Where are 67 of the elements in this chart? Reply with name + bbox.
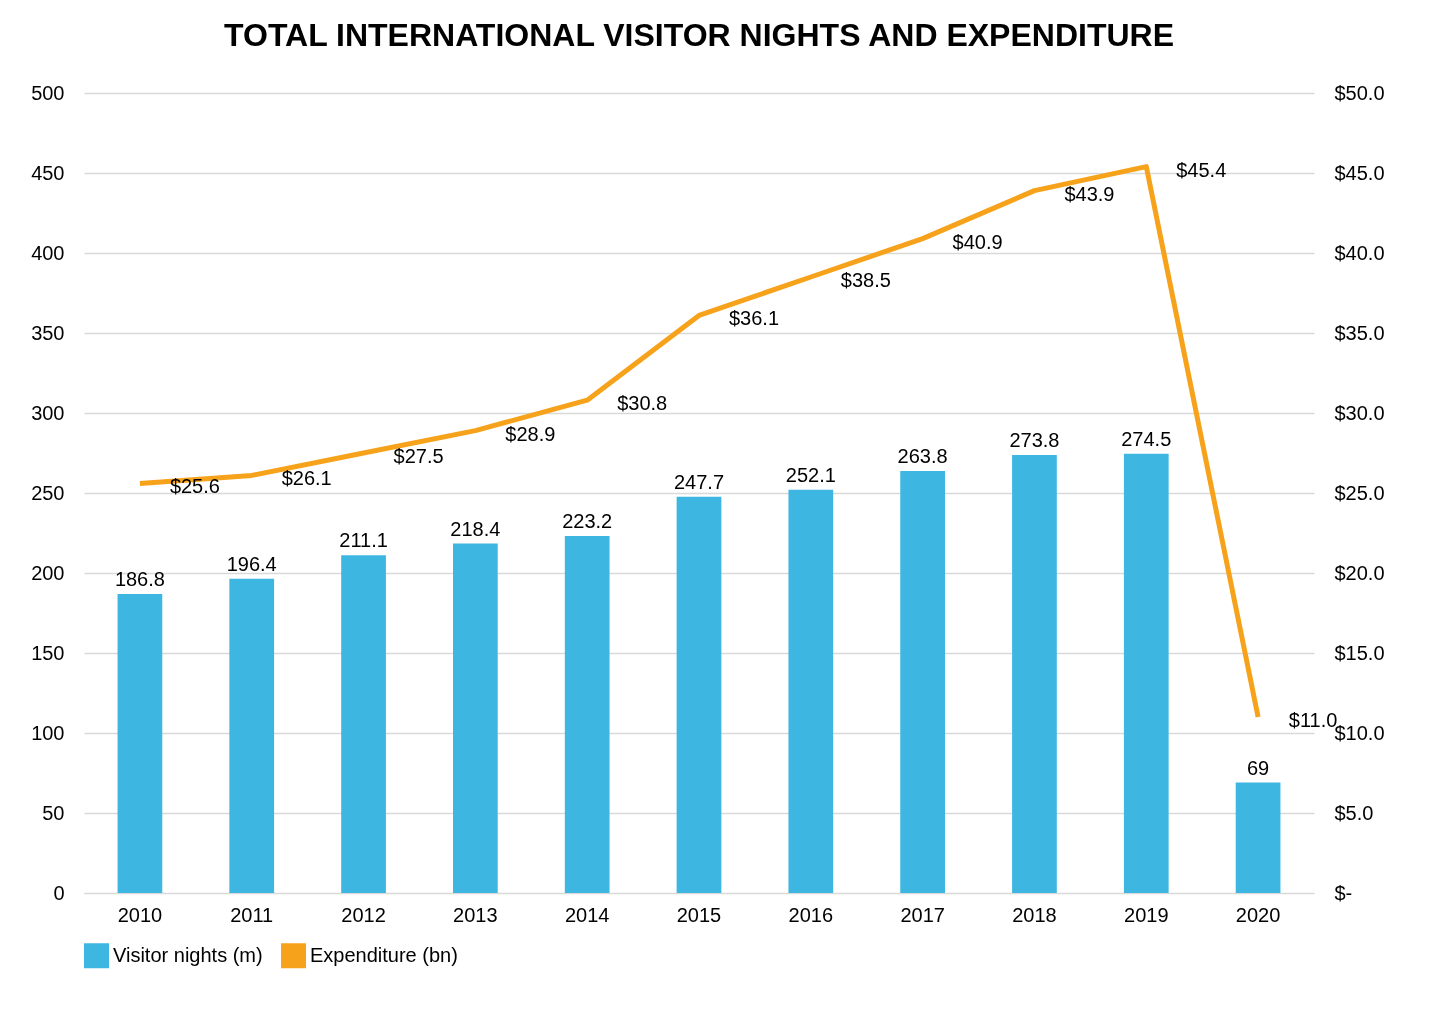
x-tick-label: 2020	[1235, 903, 1281, 926]
y2-tick-label: $25.0	[1334, 481, 1385, 504]
x-tick-label: 2010	[117, 903, 163, 926]
data-label: $26.1	[281, 467, 332, 490]
y-tick-label: 250	[31, 481, 65, 504]
y2-tick-label: $45.0	[1334, 161, 1385, 184]
bar	[453, 543, 498, 893]
y2-tick-label: $40.0	[1334, 241, 1385, 264]
data-label: $38.5	[840, 269, 891, 291]
bar	[900, 470, 945, 893]
y-tick-label: 400	[31, 241, 65, 264]
y-tick-label: 50	[42, 801, 65, 824]
data-label: $43.9	[1064, 182, 1115, 205]
y2-tick-label: $35.0	[1334, 321, 1385, 344]
y2-tick-label: $30.0	[1334, 401, 1385, 424]
bar	[564, 535, 610, 893]
y2-tick-label: $-	[1334, 881, 1353, 904]
data-label: $27.5	[393, 445, 444, 467]
y-tick-label: 500	[31, 81, 65, 104]
bar	[1123, 453, 1169, 893]
data-label: 223.2	[562, 509, 613, 532]
y-tick-label: 350	[31, 321, 65, 344]
y-tick-label: 200	[31, 561, 65, 584]
data-label: 196.4	[226, 552, 277, 575]
bar	[1235, 782, 1281, 893]
data-label: 273.8	[1009, 428, 1060, 451]
y2-tick-label: $15.0	[1334, 641, 1385, 664]
y-tick-label: 0	[53, 881, 65, 904]
bar	[676, 496, 722, 893]
x-tick-label: 2017	[900, 903, 945, 926]
x-tick-label: 2014	[564, 903, 610, 926]
x-tick-label: 2019	[1124, 903, 1169, 926]
legend-label: Expenditure (bn)	[310, 943, 458, 966]
y2-tick-label: $5.0	[1334, 801, 1374, 824]
data-label: 247.7	[673, 470, 725, 493]
legend-label: Visitor nights (m)	[113, 943, 263, 966]
bar	[1012, 454, 1057, 893]
y-tick-label: 100	[31, 721, 65, 744]
x-tick-label: 2012	[341, 903, 386, 926]
data-label: 263.8	[897, 444, 948, 467]
data-label: 274.5	[1121, 427, 1172, 450]
x-tick-label: 2016	[788, 903, 834, 926]
data-label: 69	[1246, 756, 1270, 779]
x-tick-label: 2013	[453, 903, 498, 926]
data-label: 252.1	[785, 463, 836, 486]
bar	[341, 555, 386, 893]
data-label: $36.1	[728, 307, 780, 330]
chart-title: TOTAL INTERNATIONAL VISITOR NIGHTS AND EXPENDITURE	[224, 17, 1174, 53]
data-label: 218.4	[450, 517, 501, 540]
bar	[117, 594, 163, 893]
x-tick-label: 2018	[1012, 903, 1057, 926]
x-tick-label: 2011	[230, 903, 274, 926]
y-tick-label: 300	[31, 401, 65, 424]
x-tick-label: 2015	[676, 903, 722, 926]
data-label: $28.9	[505, 422, 556, 445]
data-label: 186.8	[114, 568, 165, 591]
data-label: $40.9	[952, 230, 1003, 253]
data-label: 211.1	[339, 529, 388, 552]
data-label: $30.8	[617, 392, 668, 415]
y2-tick-label: $20.0	[1334, 561, 1385, 584]
data-label: $45.4	[1176, 158, 1227, 181]
y2-tick-label: $50.0	[1334, 81, 1385, 104]
bar	[788, 489, 834, 893]
bar	[229, 578, 275, 893]
y-tick-label: 150	[31, 641, 65, 664]
y-tick-label: 450	[31, 161, 65, 184]
data-label: $25.6	[169, 475, 220, 498]
